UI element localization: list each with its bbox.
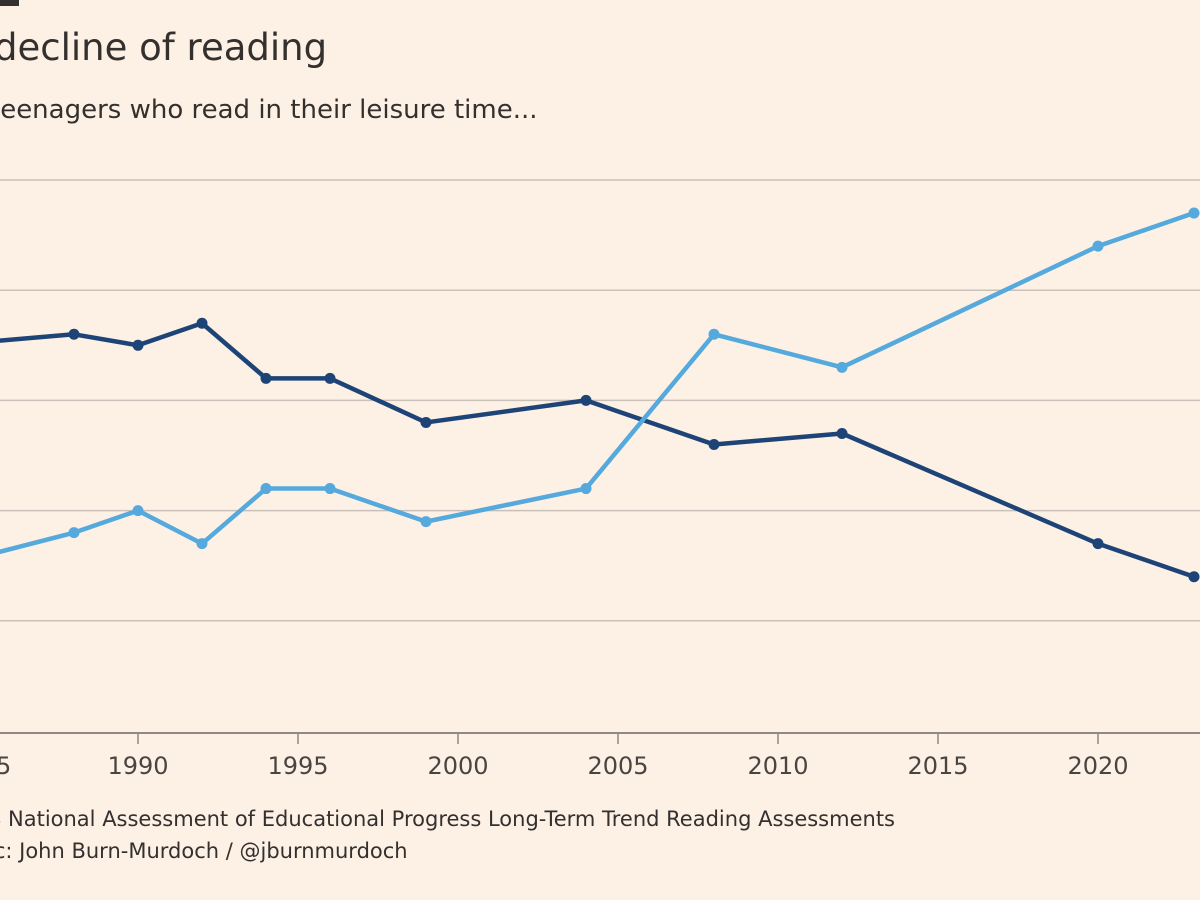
data-point — [132, 505, 144, 517]
data-point — [1188, 207, 1200, 219]
data-point — [1092, 240, 1104, 252]
credit-note: ic: John Burn-Murdoch / @jburnmurdoch — [0, 839, 408, 863]
data-point — [68, 328, 80, 340]
data-point — [580, 394, 592, 406]
x-tick-label: 1990 — [107, 752, 168, 780]
x-tick-label: 2005 — [587, 752, 648, 780]
data-point — [836, 427, 848, 439]
data-point — [132, 339, 144, 351]
x-tick-label: 2000 — [427, 752, 488, 780]
data-point — [1092, 538, 1104, 550]
x-tick-label: 2015 — [907, 752, 968, 780]
x-axis: 5 1990 1995 2000 2005 2010 2015 2020 — [0, 732, 1200, 780]
ft-brand-bar — [0, 0, 19, 6]
data-point — [68, 527, 80, 539]
data-point — [580, 483, 592, 495]
data-point — [708, 438, 720, 450]
series-lines — [0, 207, 1200, 583]
data-point — [196, 317, 208, 329]
data-point — [260, 372, 272, 384]
data-point — [324, 372, 336, 384]
chart-title: decline of reading — [0, 26, 328, 69]
series-line-1 — [0, 210, 1195, 555]
chart-subtitle: teenagers who read in their leisure time… — [0, 95, 538, 125]
x-tick-label: 1995 — [267, 752, 328, 780]
data-point — [196, 538, 208, 550]
gridlines — [0, 179, 1200, 622]
x-tick-label: 2010 — [747, 752, 808, 780]
data-point — [260, 483, 272, 495]
data-point — [420, 416, 432, 428]
series-line-0 — [0, 321, 1195, 579]
data-point — [1188, 571, 1200, 583]
data-point — [324, 483, 336, 495]
data-point — [708, 328, 720, 340]
source-note: S National Assessment of Educational Pro… — [0, 807, 895, 831]
x-tick-label: 2020 — [1067, 752, 1128, 780]
data-point — [420, 516, 432, 528]
data-point — [836, 361, 848, 373]
x-tick-label: 5 — [0, 752, 11, 780]
